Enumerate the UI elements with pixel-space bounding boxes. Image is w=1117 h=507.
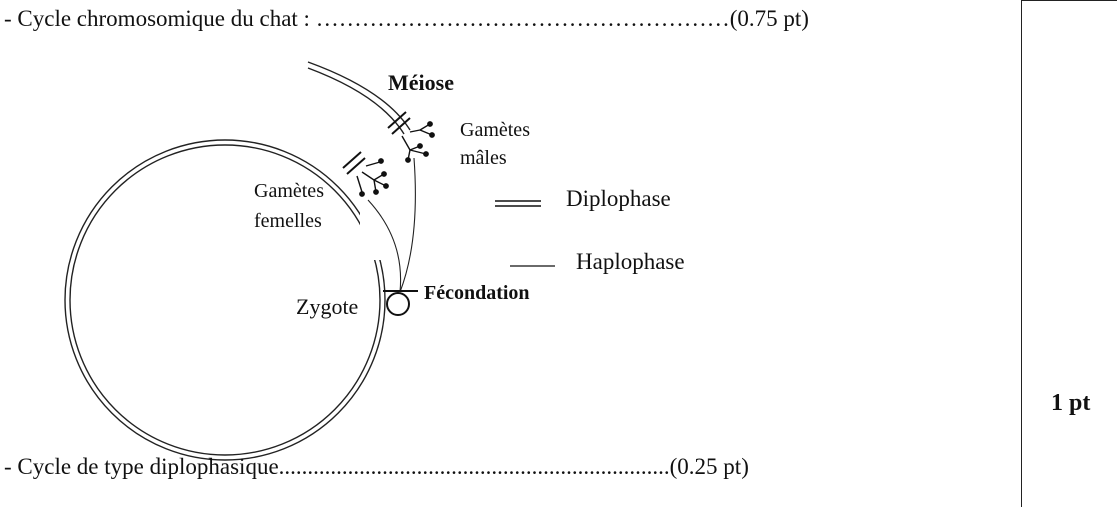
legend-diplophase-label: Diplophase (566, 186, 671, 211)
female-gametes-label-2: femelles (254, 210, 322, 232)
female-gametes-label-1: Gamètes (254, 180, 324, 202)
score-label: 1 pt (1051, 390, 1091, 416)
table-divider (1021, 0, 1022, 507)
fertilization-label: Fécondation (424, 282, 530, 304)
question-title: - Cycle chromosomique du chat : ……………………… (4, 6, 809, 31)
score-cell (1021, 0, 1117, 507)
male-gametes-label-1: Gamètes (460, 119, 530, 141)
meiosis-mark-female-1 (342, 151, 362, 169)
male-haplophase-line (399, 157, 416, 293)
zygote-label: Zygote (296, 294, 358, 319)
meiosis-mark-female-2 (346, 157, 366, 175)
table-top-border (1021, 0, 1117, 1)
meiosis-mark-male-1 (387, 111, 407, 129)
male-gametes-label-2: mâles (460, 147, 507, 169)
diplophase-circle-outer (64, 139, 386, 461)
chromosomal-cycle-diagram: Méiose Gamètes mâles Gamètes femelles Fé… (64, 61, 685, 461)
zygote-icon (386, 292, 410, 316)
male-gametes-icon (401, 121, 435, 163)
male-branch-outer (307, 61, 411, 131)
meiosis-mark-male-2 (391, 117, 411, 135)
male-branch-inner (307, 67, 405, 135)
female-gametes-icon (356, 158, 389, 197)
female-haplophase-line (367, 199, 402, 293)
answer-line: - Cycle de type diplophasique...........… (4, 454, 749, 479)
legend-haplophase-label: Haplophase (576, 249, 685, 274)
diplophase-circle-inner (69, 144, 381, 456)
meiosis-label: Méiose (388, 70, 454, 95)
